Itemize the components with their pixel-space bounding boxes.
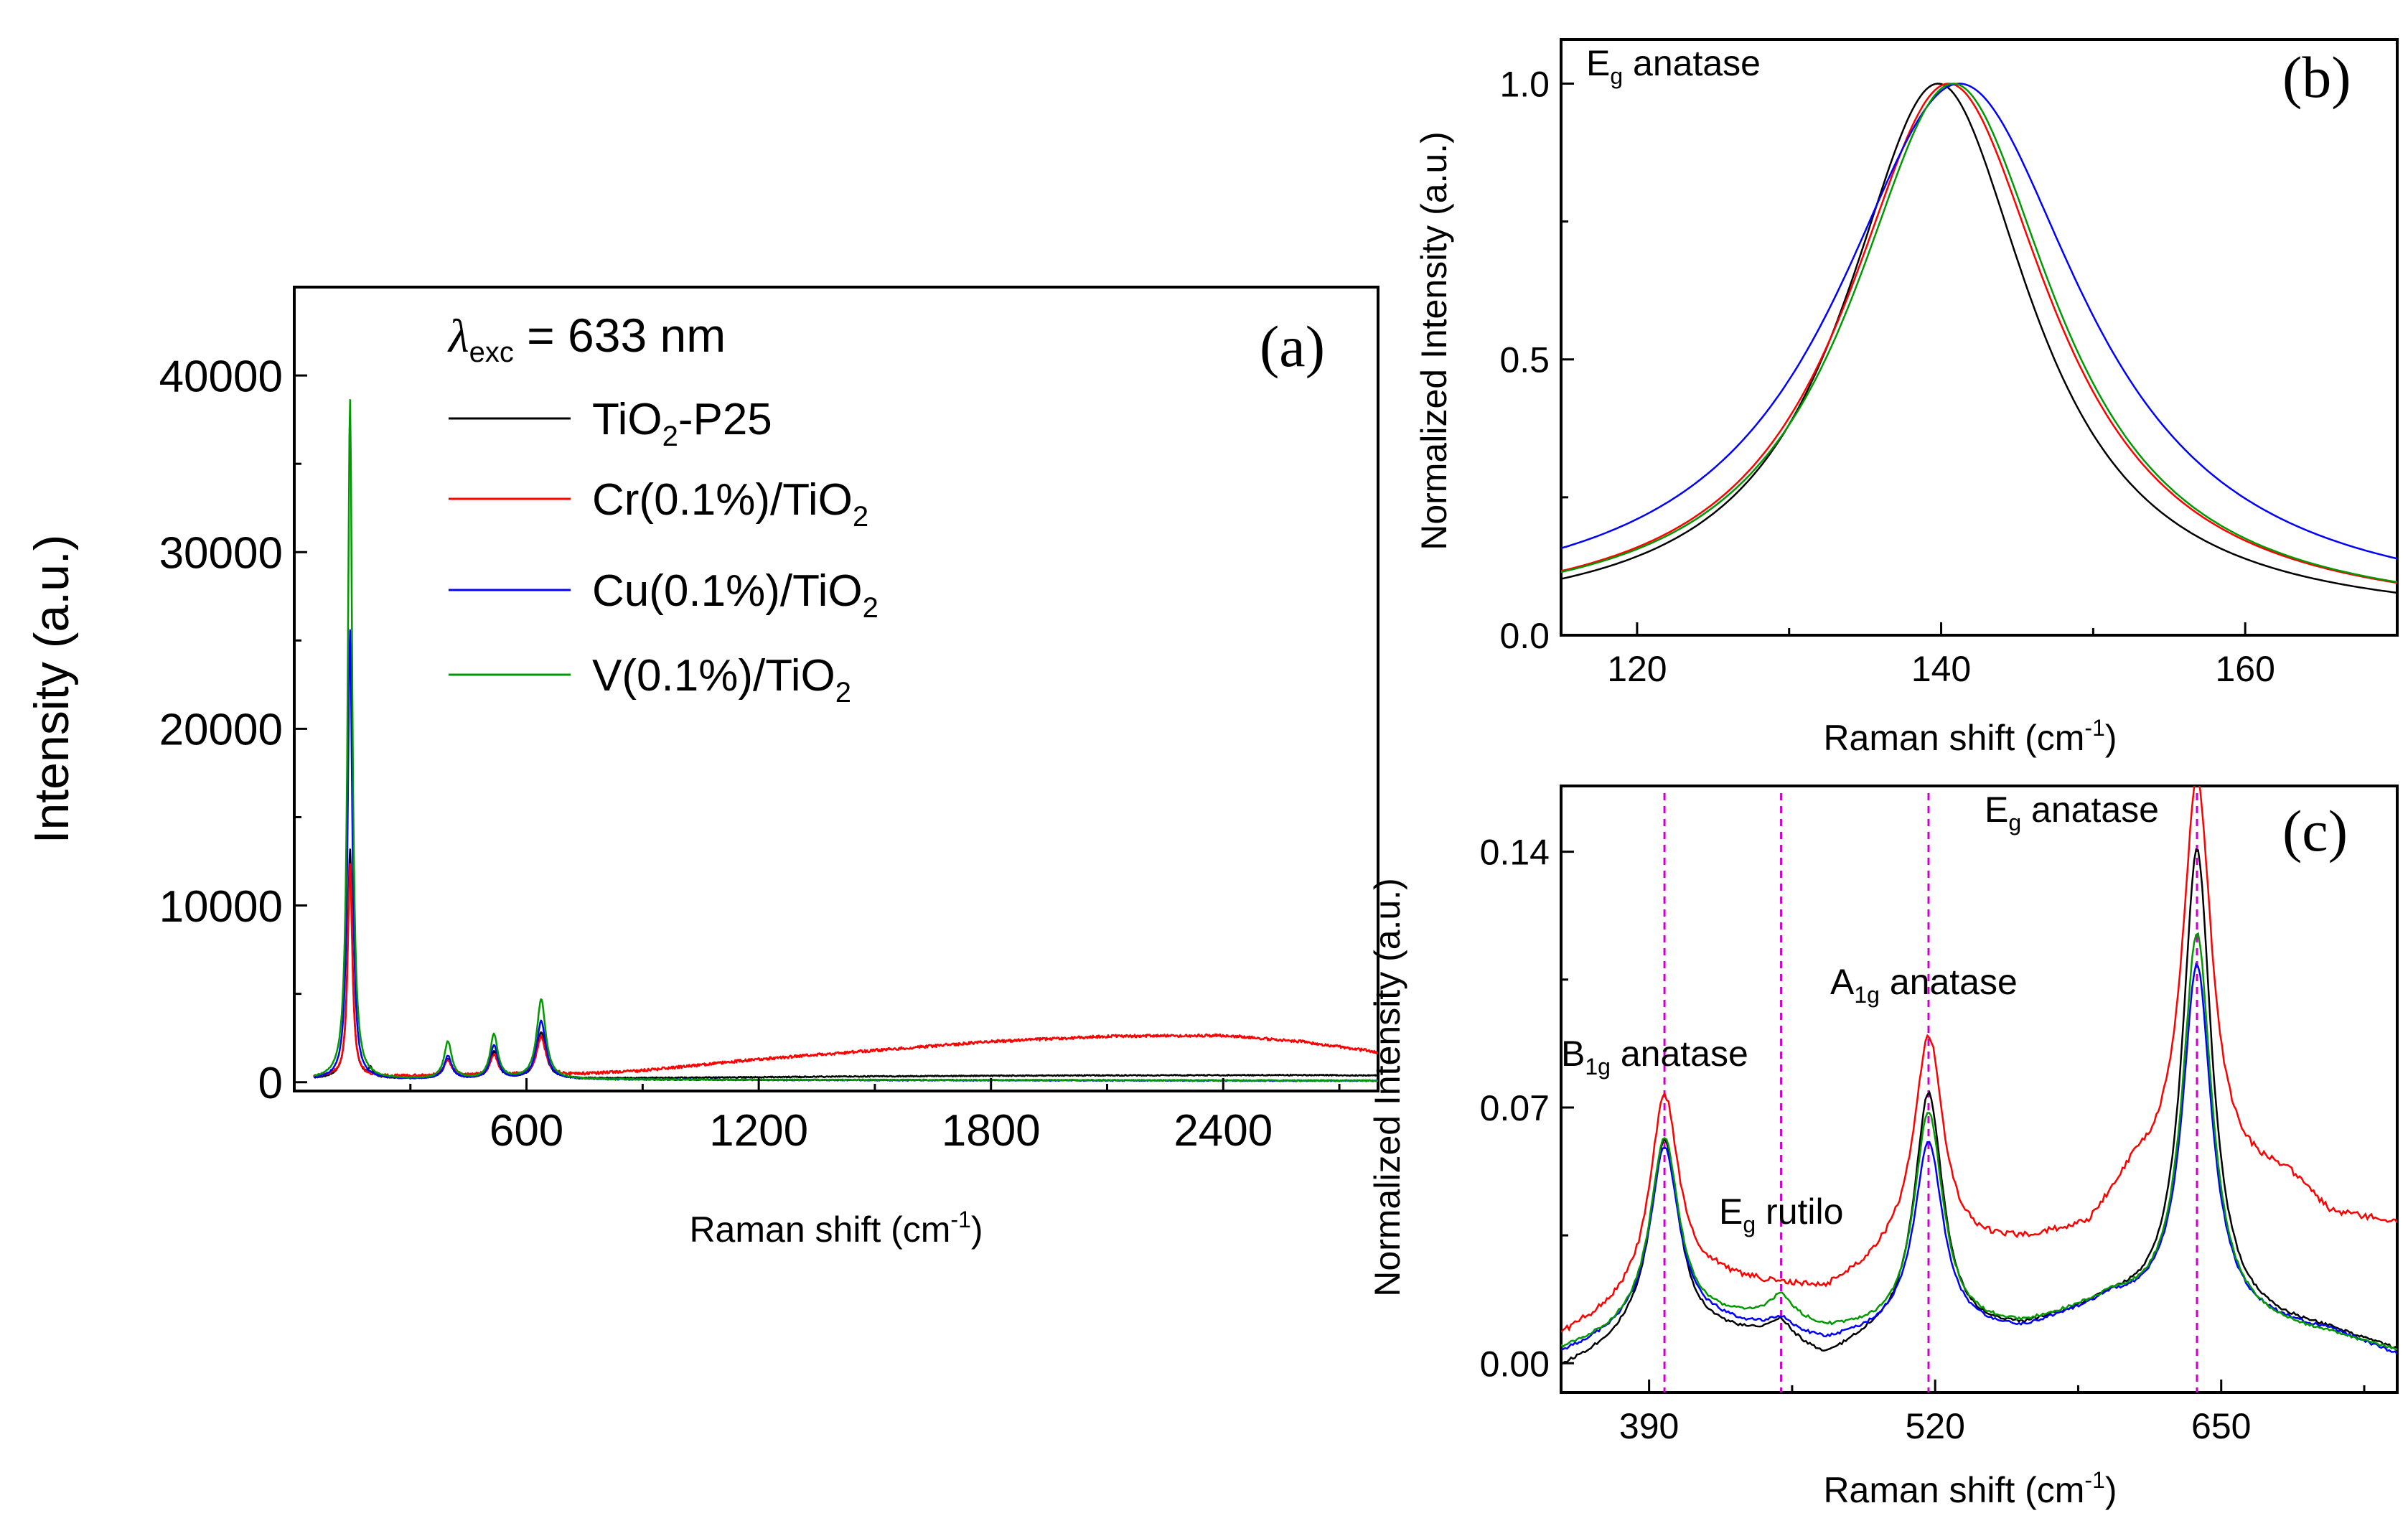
panel-a-y-ticks: 0 10000 20000 30000 40000 — [159, 352, 307, 1108]
x-tick-label: 160 — [2215, 649, 2275, 689]
panel-b-frame — [1560, 38, 2399, 637]
series-line-Cr(0.1%)/TiO2 — [1561, 786, 2397, 1333]
panel-c-x-ticks: 390 520 650 — [1619, 1380, 2366, 1446]
series-line-Cr(0.1%)/TiO2 — [312, 863, 1378, 1078]
legend-item-p25: TiO2-P25 — [449, 395, 772, 452]
panel-b-x-axis-title: Raman shift (cm-1) — [1823, 715, 2117, 758]
y-tick-label: 40000 — [159, 352, 283, 401]
lambda-sub: exc — [469, 337, 514, 368]
series-line-V(0.1%)/TiO2 — [313, 399, 1378, 1082]
legend-item-cu: Cu(0.1%)/TiO2 — [449, 566, 879, 624]
legend-label-cu: Cu(0.1%)/TiO2 — [592, 566, 879, 624]
panel-a-frame — [293, 286, 1379, 1092]
panel-c-annotation-a1g: A1g anatase — [1830, 962, 2018, 1008]
legend-item-v: V(0.1%)/TiO2 — [449, 651, 851, 708]
lambda-symbol: λ — [447, 310, 469, 362]
panel-c: 390 520 650 0.00 0.07 0.14 (c) B1g anatase E… — [1367, 785, 2399, 1510]
legend-item-cr: Cr(0.1%)/TiO2 — [449, 475, 868, 533]
x-tick-label: 1200 — [709, 1106, 808, 1156]
y-tick-label: 0.00 — [1480, 1344, 1550, 1384]
series-line-Cu(0.1%)/TiO2 — [1561, 83, 2397, 560]
panel-c-x-axis-title: Raman shift (cm-1) — [1823, 1467, 2117, 1510]
y-tick-label: 0.0 — [1499, 616, 1550, 656]
panel-c-marker-lines — [1663, 793, 2198, 1392]
panel-b-y-ticks: 0.0 0.5 1.0 — [1499, 64, 1574, 656]
panel-b-y-axis-title: Normalized Intensity (a.u.) — [1414, 131, 1454, 551]
x-tick-label: 520 — [1905, 1406, 1964, 1446]
panel-a-x-ticks: 600 1200 1800 2400 — [409, 1078, 1341, 1156]
panel-c-frame — [1560, 785, 2399, 1394]
panel-c-annotation-eg-rutilo: Eg rutilo — [1719, 1191, 1843, 1237]
panel-c-annotation-b1g: B1g anatase — [1561, 1034, 1748, 1080]
x-tick-label: 120 — [1607, 649, 1667, 689]
y-tick-label: 20000 — [159, 706, 283, 755]
x-tick-label: 390 — [1619, 1406, 1679, 1446]
panel-b-x-ticks: 120 140 160 — [1607, 622, 2275, 689]
panel-a: 600 1200 1800 2400 0 10000 20000 30000 40000 (a… — [24, 286, 1379, 1250]
lambda-value: = 633 nm — [514, 309, 726, 362]
x-tick-label: 2400 — [1173, 1106, 1273, 1156]
panel-a-series — [312, 399, 1378, 1082]
y-tick-label: 1.0 — [1499, 64, 1550, 104]
panel-a-label: (a) — [1260, 314, 1325, 379]
x-tick-label: 140 — [1911, 649, 1971, 689]
panel-c-series — [1561, 786, 2397, 1366]
panel-a-excitation: λexc = 633 nm — [447, 309, 726, 368]
y-tick-label: 0 — [258, 1059, 283, 1108]
panel-c-y-axis-title: Normalized Intensity (a.u.) — [1367, 878, 1407, 1297]
series-line-TiO2-P25 — [1561, 848, 2397, 1366]
x-tick-label: 650 — [2191, 1406, 2251, 1446]
series-line-TiO2-P25 — [1561, 83, 2397, 594]
legend-label-p25: TiO2-P25 — [592, 395, 772, 452]
panel-c-label: (c) — [2282, 798, 2348, 863]
series-line-V(0.1%)/TiO2 — [1561, 932, 2397, 1350]
y-tick-label: 10000 — [159, 882, 283, 932]
panel-a-legend: TiO2-P25 Cr(0.1%)/TiO2 Cu(0.1%)/TiO2 V(0… — [449, 395, 879, 708]
panel-a-y-axis-title: Intensity (a.u.) — [24, 535, 79, 844]
panel-b: 120 140 160 0.0 0.5 1.0 (b) Eg anatase Raman… — [1414, 38, 2399, 758]
panel-b-label: (b) — [2282, 45, 2351, 110]
y-tick-label: 0.14 — [1480, 833, 1550, 873]
y-tick-label: 0.5 — [1499, 340, 1550, 380]
series-line-TiO2-P25 — [313, 848, 1378, 1080]
panel-a-x-axis-title: Raman shift (cm-1) — [689, 1207, 983, 1250]
y-tick-label: 30000 — [159, 529, 283, 579]
legend-label-cr: Cr(0.1%)/TiO2 — [592, 475, 868, 533]
panel-c-annotation-eg-anatase: Eg anatase — [1985, 790, 2159, 835]
y-tick-label: 0.07 — [1480, 1088, 1550, 1128]
panel-b-annotation: Eg anatase — [1586, 43, 1761, 89]
legend-label-v: V(0.1%)/TiO2 — [592, 651, 851, 708]
series-line-Cu(0.1%)/TiO2 — [1561, 962, 2397, 1355]
x-tick-label: 600 — [489, 1106, 563, 1156]
panel-b-series — [1561, 83, 2397, 594]
x-tick-label: 1800 — [942, 1106, 1041, 1156]
panel-c-y-ticks: 0.00 0.07 0.14 — [1480, 833, 1574, 1384]
series-line-Cr(0.1%)/TiO2 — [1561, 83, 2397, 584]
series-line-V(0.1%)/TiO2 — [1561, 83, 2397, 584]
